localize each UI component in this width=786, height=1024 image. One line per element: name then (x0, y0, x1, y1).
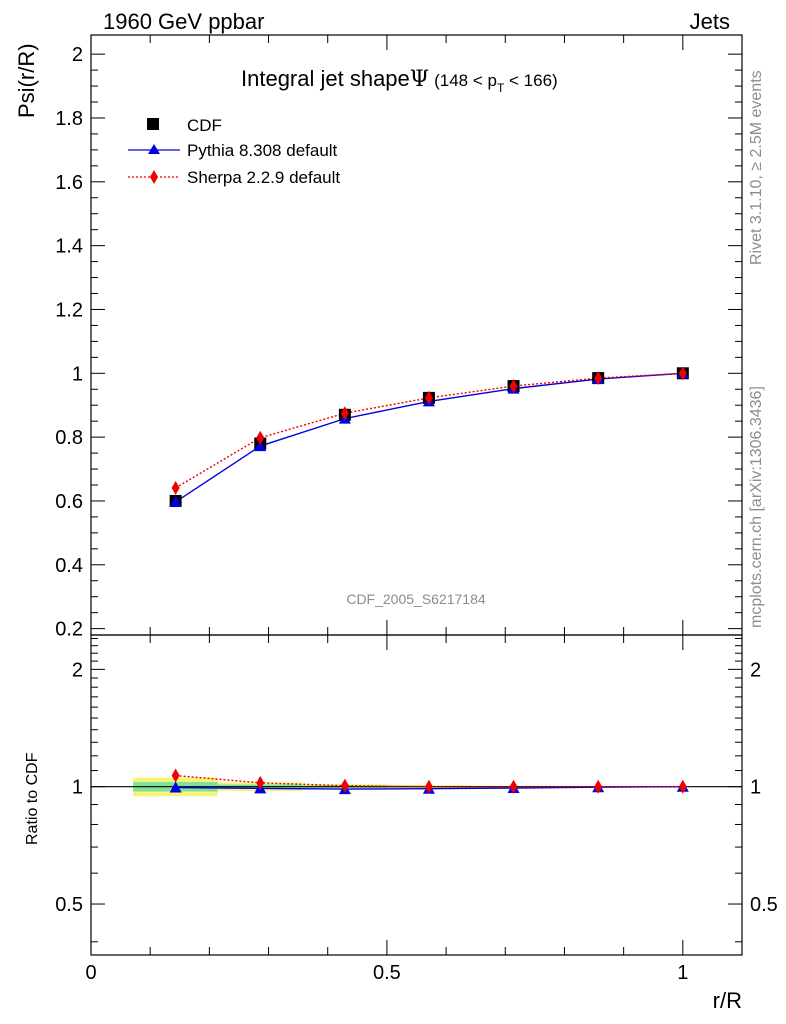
ratio-sherpa-point (594, 779, 603, 794)
mcplots-label: mcplots.cern.ch [arXiv:1306.3436] (748, 386, 765, 628)
main-y-tick-labels: 0.2 0.4 0.6 0.8 1 1.2 1.4 1.6 1.8 2 (55, 44, 83, 640)
main-y-tick-label: 0.8 (55, 427, 83, 449)
x-tick-label: 0 (85, 962, 96, 984)
legend: CDF Pythia 8.308 default Sherpa 2.2.9 de… (128, 116, 340, 187)
ratio-sherpa-point (509, 779, 518, 794)
x-tick-label: 1 (677, 962, 688, 984)
main-title-text: Integral jet shape (241, 66, 410, 91)
main-title-range-sub: T (497, 81, 505, 95)
ratio-data-series (169, 768, 689, 795)
ratio-y-tick-labels-left: 0.5 1 2 (55, 659, 83, 916)
ratio-plot-frame (90, 634, 743, 956)
ratio-sherpa-point (171, 768, 180, 783)
sherpa-point (594, 371, 603, 386)
main-y-tick-label: 0.6 (55, 491, 83, 513)
main-y-axis-label: Psi(r/R) (14, 43, 39, 118)
legend-sherpa-marker (150, 170, 158, 184)
legend-pythia-label: Pythia 8.308 default (187, 141, 338, 160)
ratio-sherpa-point (424, 779, 433, 794)
main-title-range-pre: (148 < p (434, 71, 497, 90)
main-data-series (169, 366, 689, 507)
main-y-tick-label: 0.2 (55, 619, 83, 641)
ratio-pythia-point (169, 781, 182, 793)
sherpa-line (175, 372, 683, 489)
main-y-tick-label: 1.2 (55, 299, 83, 321)
analysis-watermark: CDF_2005_S6217184 (346, 591, 486, 607)
main-title-psi-symbol: Ψ (410, 67, 429, 92)
x-axis-label: r/R (713, 988, 742, 1013)
ratio-y-axis-label: Ratio to CDF (24, 752, 41, 845)
rivet-version-label: Rivet 3.1.10, ≥ 2.5M events (748, 70, 765, 265)
sherpa-point (509, 379, 518, 394)
ratio-y-tick-label-right: 2 (750, 659, 761, 681)
sherpa-point (171, 480, 180, 495)
ratio-sherpa-point (256, 775, 265, 790)
ratio-x-tick-labels: 0 0.5 1 (85, 962, 688, 984)
ratio-y-tick-labels-right: 0.5 1 2 (750, 659, 778, 916)
main-y-tick-label: 1.6 (55, 172, 83, 194)
main-y-tick-label: 0.4 (55, 555, 83, 577)
legend-cdf-label: CDF (187, 116, 222, 135)
ratio-plot-panel: 0.512 0.512 0 0.5 1 (55, 634, 778, 984)
main-y-tick-label: 1 (72, 363, 83, 385)
ratio-y-tick-label-right: 1 (750, 777, 761, 799)
main-y-tick-label: 1.8 (55, 108, 83, 130)
sherpa-point (256, 430, 265, 445)
ratio-y-tick-label-right: 0.5 (750, 894, 778, 916)
main-y-tick-label: 2 (72, 44, 83, 66)
ratio-y-tick-label-left: 2 (72, 659, 83, 681)
header-right-label: Jets (690, 9, 730, 34)
ratio-y-tick-label-left: 0.5 (55, 894, 83, 916)
main-y-tick-label: 1.4 (55, 236, 83, 258)
main-title: Integral jet shapeΨ (148 < pT < 166) (241, 66, 558, 95)
pythia-point (254, 440, 267, 452)
main-title-range-post: < 166) (504, 71, 557, 90)
pythia-point (169, 495, 182, 507)
legend-sherpa-label: Sherpa 2.2.9 default (187, 168, 340, 187)
ratio-sherpa-point (340, 778, 349, 793)
sherpa-point (340, 406, 349, 421)
ratio-sherpa-point (678, 779, 687, 794)
sherpa-point (424, 390, 433, 405)
main-plot-panel: 0.2 0.4 0.6 0.8 1 1.2 1.4 1.6 1.8 2 (55, 34, 743, 641)
x-tick-label: 0.5 (373, 962, 401, 984)
ratio-y-tick-label-left: 1 (72, 777, 83, 799)
legend-pythia-marker (148, 144, 160, 154)
sherpa-point (678, 366, 687, 381)
header-left-label: 1960 GeV ppbar (103, 9, 264, 34)
legend-cdf-marker (147, 118, 159, 130)
